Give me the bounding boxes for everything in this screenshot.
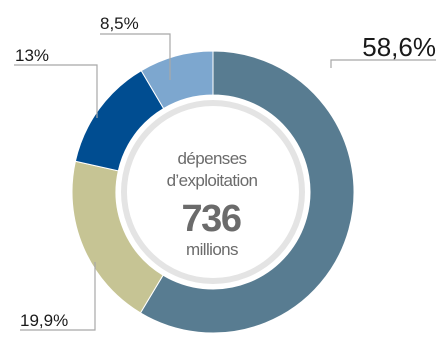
center-value: 736 (182, 198, 241, 240)
slice-label-8-5: 8,5% (100, 14, 139, 33)
center-disc (116, 95, 310, 289)
slice-label-19-9: 19,9% (20, 311, 68, 330)
slice-label-58-6: 58,6% (362, 32, 436, 62)
center-line-2: d’exploitation (167, 171, 258, 190)
slice-label-13: 13% (15, 46, 49, 65)
leader-line-8-5 (100, 33, 171, 80)
center-ring (121, 100, 305, 284)
center-unit: millions (186, 240, 238, 259)
leader-line-58-6 (330, 59, 436, 68)
center-line-1: dépenses (178, 149, 247, 168)
leader-line-13 (14, 64, 98, 118)
leader-line-19-9 (20, 262, 96, 331)
slices (71, 50, 355, 334)
